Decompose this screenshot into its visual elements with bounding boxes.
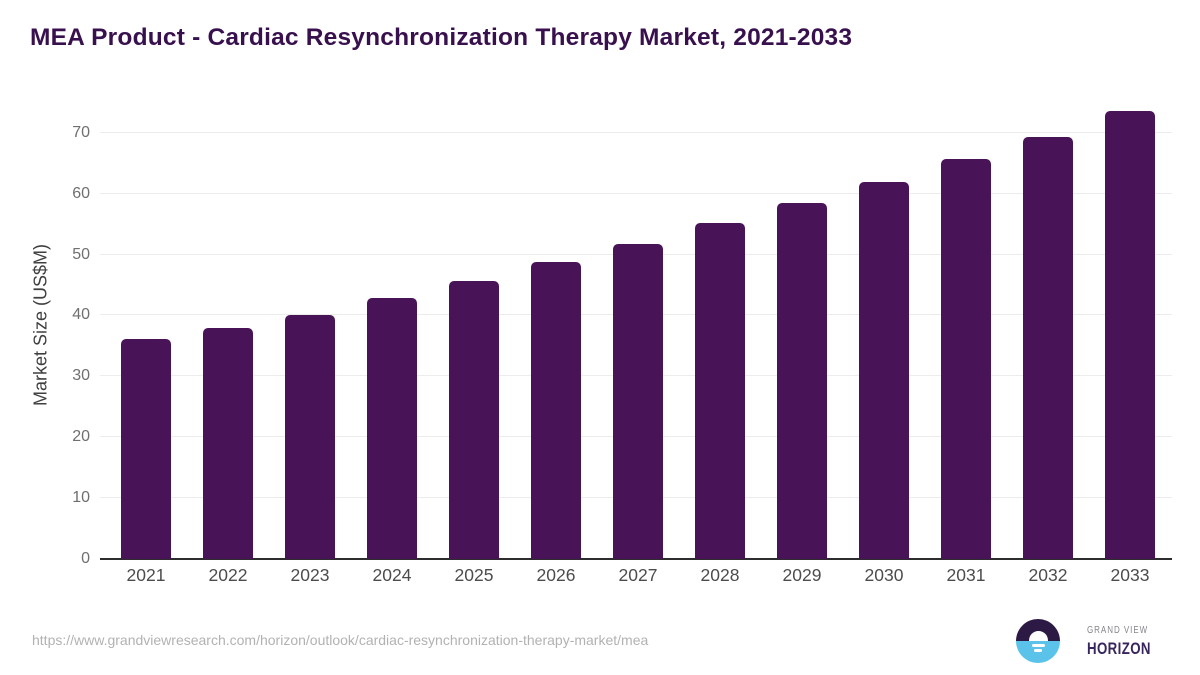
x-tick-label: 2024 (372, 565, 412, 585)
brand-name-top: GRAND VIEW (1087, 625, 1149, 636)
y-tick-label: 20 (72, 428, 90, 446)
horizon-sun-icon (1016, 619, 1060, 663)
x-tick-label: 2026 (536, 565, 576, 585)
x-tick-label: 2033 (1110, 565, 1150, 585)
reflection-bar-shape (1031, 643, 1045, 647)
y-tick-label: 70 (72, 123, 90, 141)
bar-2025 (449, 281, 499, 559)
reflection-bar-shape (1034, 648, 1042, 652)
bar-2032 (1023, 137, 1073, 559)
bar-2023 (285, 315, 335, 559)
x-tick-label: 2032 (1028, 565, 1068, 585)
bar-2031 (941, 159, 991, 559)
y-tick-label: 40 (72, 306, 90, 324)
x-tick-label: 2028 (700, 565, 740, 585)
bar-2026 (531, 262, 581, 559)
x-axis-line (100, 558, 1172, 560)
gridline (100, 192, 1172, 194)
plot-area: 2021 2022 2023 2024 2025 2026 2027 2028 2029 2030… (100, 97, 1172, 585)
bar-2029 (777, 203, 827, 559)
source-url: https://www.grandviewresearch.com/horizo… (32, 632, 649, 648)
bar-2021 (121, 339, 171, 559)
bar-2022 (203, 328, 253, 559)
sun-dome-shape (1028, 631, 1048, 641)
bar-2027 (613, 244, 663, 559)
brand-name-bottom: HORIZON (1087, 639, 1151, 658)
y-axis-tick-labels: 0 10 20 30 40 50 60 70 (0, 97, 90, 566)
x-tick-label: 2029 (782, 565, 822, 585)
bar-2024 (367, 298, 417, 559)
x-tick-label: 2027 (618, 565, 658, 585)
y-tick-label: 60 (72, 184, 90, 202)
y-tick-label: 30 (72, 367, 90, 385)
gridline (100, 131, 1172, 133)
y-tick-label: 10 (72, 489, 90, 507)
bar-2030 (859, 182, 909, 559)
x-tick-label: 2021 (126, 565, 166, 585)
x-tick-label: 2022 (208, 565, 248, 585)
y-tick-label: 50 (72, 245, 90, 263)
x-tick-label: 2031 (946, 565, 986, 585)
y-tick-label: 0 (81, 550, 90, 567)
chart-title: MEA Product - Cardiac Resynchronization … (30, 24, 853, 51)
x-tick-label: 2023 (290, 565, 330, 585)
x-tick-label: 2025 (454, 565, 494, 585)
bar-2033 (1105, 111, 1155, 559)
brand-wordmark: GRAND VIEW HORIZON (1087, 625, 1169, 659)
x-tick-label: 2030 (864, 565, 904, 585)
brand-logo: GRAND VIEW HORIZON (1016, 618, 1176, 666)
bar-2028 (695, 223, 745, 559)
